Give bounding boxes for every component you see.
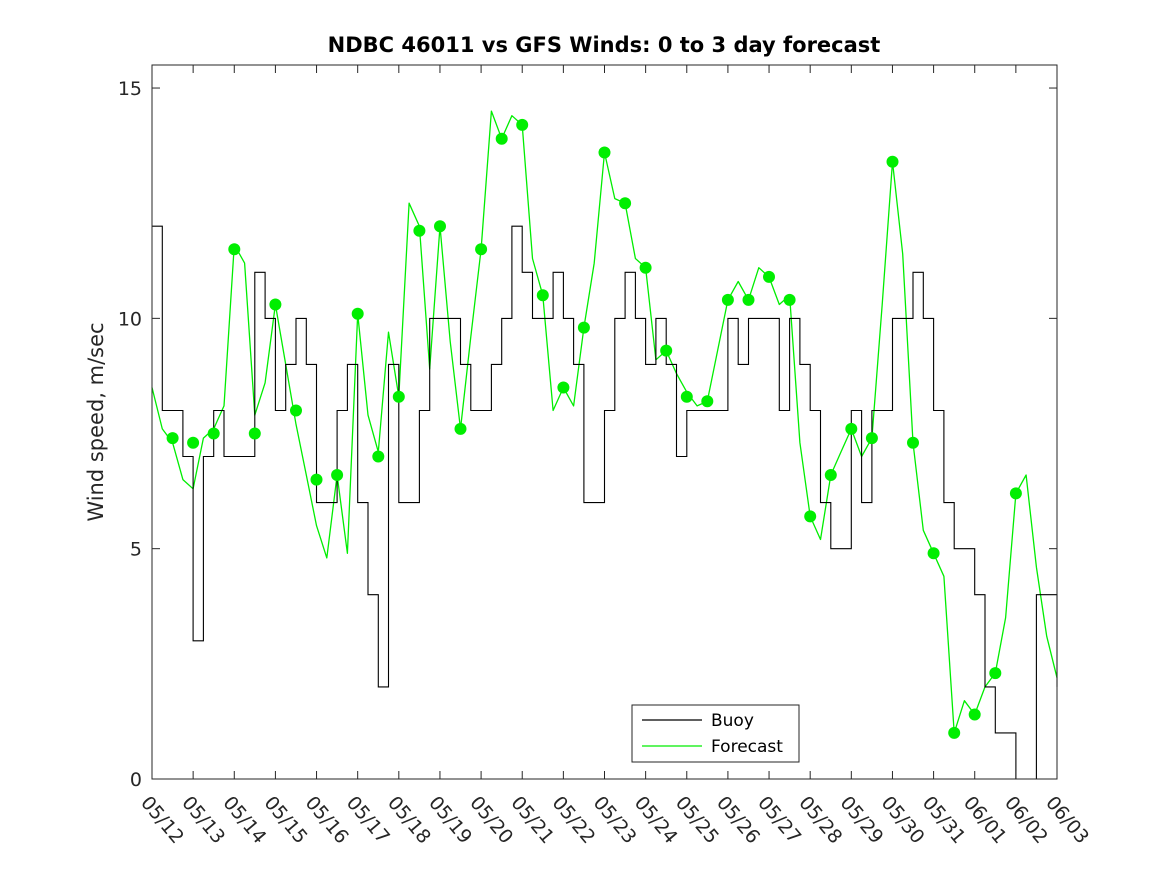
forecast-marker bbox=[516, 118, 529, 131]
forecast-marker bbox=[536, 289, 549, 302]
forecast-marker bbox=[989, 667, 1002, 680]
forecast-markers bbox=[166, 118, 1022, 739]
y-tick-label: 5 bbox=[130, 539, 142, 561]
forecast-marker bbox=[392, 390, 405, 403]
forecast-marker bbox=[495, 132, 508, 145]
forecast-marker bbox=[865, 432, 878, 445]
forecast-marker bbox=[454, 422, 467, 435]
forecast-marker bbox=[1009, 487, 1022, 500]
forecast-marker bbox=[228, 243, 241, 256]
forecast-marker bbox=[475, 243, 488, 256]
forecast-marker bbox=[701, 395, 714, 408]
forecast-marker bbox=[310, 473, 323, 486]
chart-title: NDBC 46011 vs GFS Winds: 0 to 3 day fore… bbox=[328, 33, 881, 57]
forecast-marker bbox=[948, 726, 961, 739]
legend-label-buoy: Buoy bbox=[711, 711, 754, 731]
legend-label-forecast: Forecast bbox=[711, 737, 783, 757]
forecast-marker bbox=[166, 432, 179, 445]
forecast-marker bbox=[557, 381, 570, 394]
forecast-marker bbox=[598, 146, 611, 159]
buoy-lines bbox=[152, 225, 1058, 780]
forecast-marker bbox=[639, 261, 652, 274]
forecast-marker bbox=[968, 708, 981, 721]
forecast-marker bbox=[577, 321, 590, 334]
forecast-marker bbox=[824, 469, 837, 481]
forecast-marker bbox=[660, 344, 673, 357]
forecast-marker bbox=[434, 220, 446, 233]
forecast-marker bbox=[845, 422, 858, 435]
forecast-marker bbox=[721, 293, 734, 306]
y-tick-label: 15 bbox=[118, 78, 142, 100]
forecast-marker bbox=[331, 469, 344, 481]
legend-box bbox=[631, 704, 800, 763]
forecast-marker bbox=[742, 293, 755, 306]
forecast-marker bbox=[927, 547, 940, 560]
forecast-marker bbox=[907, 436, 919, 449]
y-axis-label: Wind speed, m/sec bbox=[84, 322, 108, 521]
y-axis-ticks: 0 5 10 15 bbox=[118, 78, 1057, 791]
forecast-marker bbox=[372, 450, 385, 463]
forecast-marker bbox=[248, 427, 261, 440]
forecast-marker bbox=[207, 427, 220, 440]
forecast-marker bbox=[763, 270, 775, 283]
y-tick-label: 10 bbox=[118, 308, 142, 330]
y-tick-label: 0 bbox=[130, 769, 142, 791]
forecast-marker bbox=[187, 436, 200, 449]
forecast-marker bbox=[783, 293, 796, 306]
buoy-series-line bbox=[152, 225, 1058, 780]
forecast-marker bbox=[413, 224, 426, 237]
forecast-marker bbox=[804, 510, 817, 523]
forecast-marker bbox=[351, 307, 364, 320]
forecast-marker bbox=[680, 390, 693, 403]
forecast-marker bbox=[886, 155, 899, 168]
forecast-marker bbox=[269, 298, 282, 311]
forecast-marker bbox=[619, 197, 632, 210]
forecast-marker bbox=[290, 404, 302, 417]
legend: Buoy Forecast bbox=[631, 704, 800, 763]
